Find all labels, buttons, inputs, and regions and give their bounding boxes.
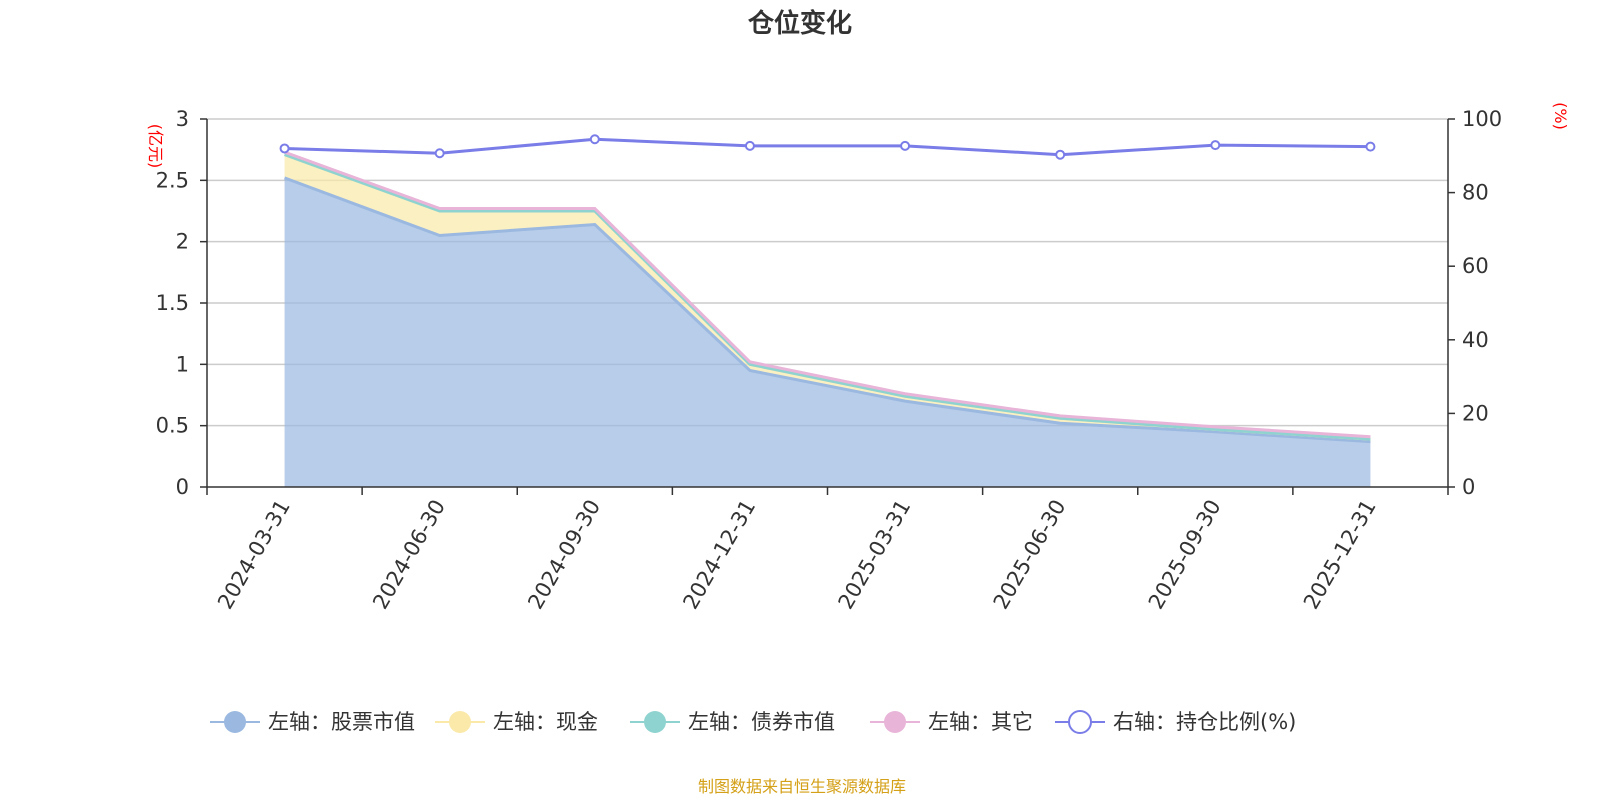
ratio-line [284, 137, 1371, 157]
legend-label: 左轴：其它 [928, 710, 1033, 734]
x-tick-label: 2024-03-31 [213, 496, 295, 614]
left-axis-unit: (亿元) [146, 124, 165, 169]
left-tick-label: 0 [176, 475, 189, 499]
area-line-2 [284, 153, 1371, 441]
legend-label: 左轴：债券市值 [688, 710, 835, 734]
legend-item: 左轴：其它 [870, 710, 1033, 734]
right-tick-label: 100 [1462, 107, 1502, 131]
x-tick-label: 2025-06-30 [989, 496, 1071, 614]
left-tick-label: 1.5 [156, 291, 189, 315]
right-tick-label: 80 [1462, 181, 1489, 205]
legend-marker [644, 711, 666, 733]
right-axis-unit: (%) [1551, 102, 1570, 130]
x-tick-label: 2025-03-31 [834, 496, 916, 614]
ratio-point [1210, 140, 1221, 151]
left-axis-ticks: 0 0.5 1 1.5 2 2.5 3 [156, 107, 207, 499]
legend-marker [884, 711, 906, 733]
legend-marker [1068, 710, 1092, 734]
ratio-point [434, 148, 445, 159]
legend-item: 右轴：持仓比例(%) [1055, 710, 1296, 734]
ratio-point [900, 140, 911, 151]
right-tick-label: 0 [1462, 475, 1475, 499]
series-lines [284, 137, 1371, 444]
x-tick-label: 2024-12-31 [678, 496, 760, 614]
left-tick-label: 2 [176, 230, 189, 254]
ratio-point [1365, 141, 1376, 152]
legend-label: 右轴：持仓比例(%) [1113, 710, 1296, 734]
area-line-3 [284, 150, 1371, 439]
left-tick-label: 0.5 [156, 414, 189, 438]
source-note: 制图数据来自恒生聚源数据库 [698, 777, 906, 796]
ratio-point [279, 143, 290, 154]
legend-label: 左轴：股票市值 [268, 710, 415, 734]
right-axis-ticks: 0 20 40 60 80 100 [1448, 107, 1502, 499]
legend-item: 左轴：股票市值 [210, 710, 415, 734]
left-tick-label: 1 [176, 352, 189, 376]
left-tick-label: 3 [176, 107, 189, 131]
legend-marker [449, 711, 471, 733]
legend-item: 左轴：债券市值 [630, 710, 835, 734]
right-tick-label: 40 [1462, 328, 1489, 352]
ratio-point [1055, 149, 1066, 160]
area-line-0 [284, 176, 1371, 444]
ratio-point [744, 140, 755, 151]
legend-label: 左轴：现金 [493, 710, 598, 734]
x-tick-label: 2024-06-30 [368, 496, 450, 614]
x-axis-ticks: 2024-03-31 2024-06-30 2024-09-30 2024-12-31… [206, 487, 1449, 614]
x-tick-label: 2025-12-31 [1299, 496, 1381, 614]
right-tick-label: 20 [1462, 401, 1489, 425]
right-tick-label: 60 [1462, 254, 1489, 278]
x-tick-label: 2025-09-30 [1144, 496, 1226, 614]
area-0 [284, 177, 1371, 487]
legend-item: 左轴：现金 [435, 710, 598, 734]
left-tick-label: 2.5 [156, 168, 189, 192]
ratio-point [589, 134, 600, 145]
chart-title: 仓位变化 [747, 8, 852, 39]
x-tick-label: 2024-09-30 [523, 496, 605, 614]
legend-marker [224, 711, 246, 733]
legend: 左轴：股票市值 左轴：现金 左轴：债券市值 左轴：其它 右轴：持仓比例(%) [210, 710, 1296, 734]
stacked-areas [284, 152, 1371, 487]
ratio-markers [279, 134, 1376, 160]
